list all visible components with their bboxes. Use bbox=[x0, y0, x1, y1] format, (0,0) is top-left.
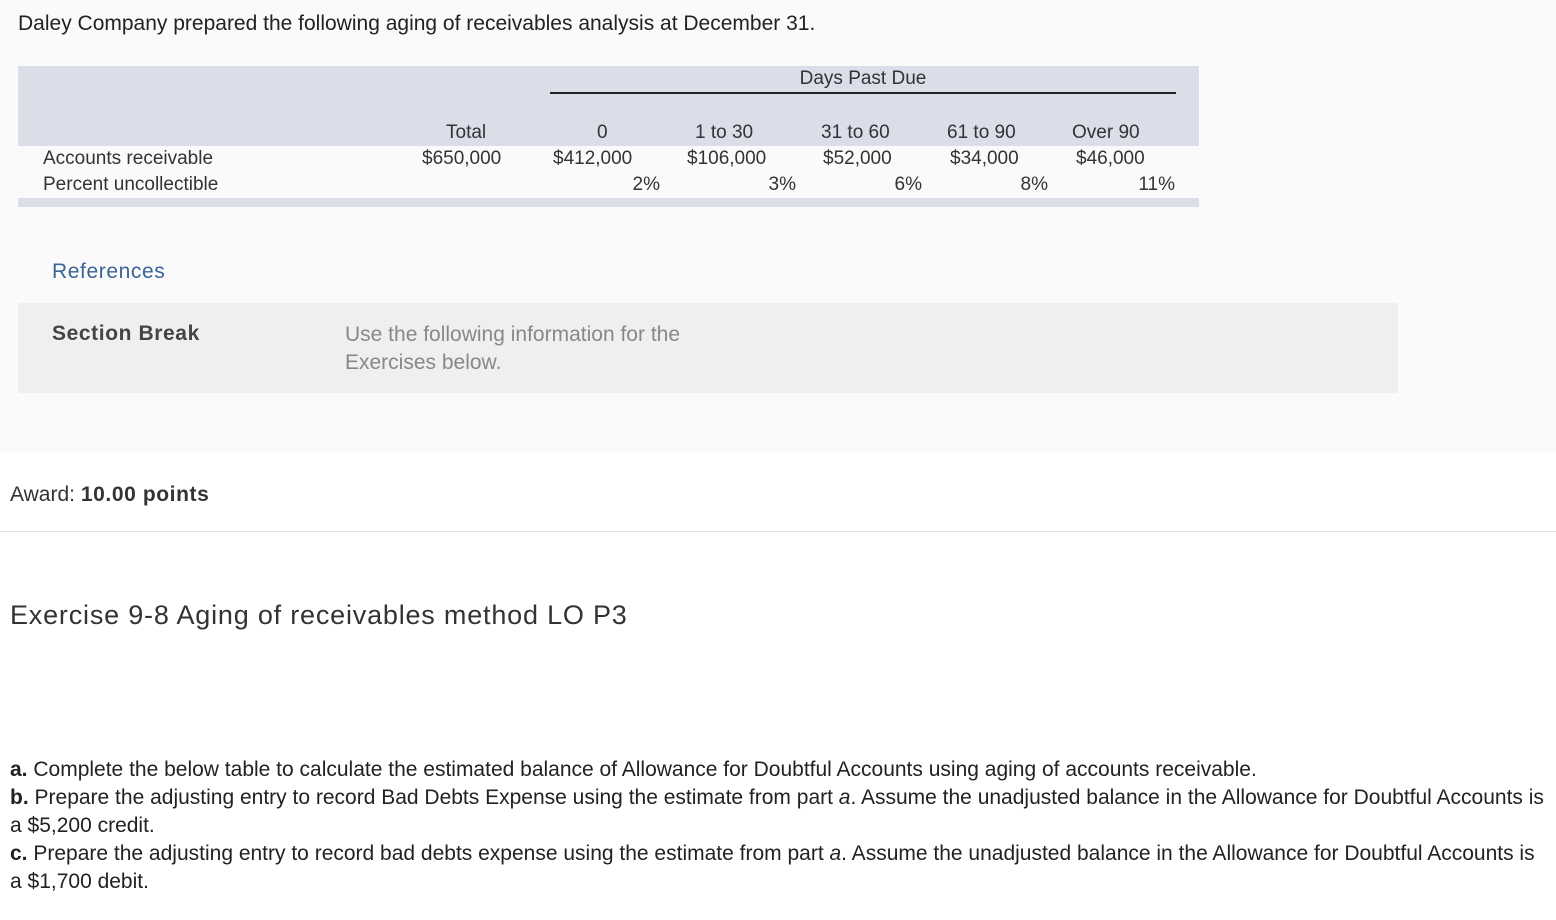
column-header-total: Total bbox=[446, 122, 487, 143]
column-header-61-to-90: 61 to 90 bbox=[947, 122, 1016, 143]
column-header-31-to-60: 31 to 60 bbox=[821, 122, 890, 143]
section-divider bbox=[0, 531, 1556, 532]
ar-over-90-value: $46,000 bbox=[1076, 148, 1145, 169]
aging-table-header-band bbox=[18, 66, 1199, 146]
column-header-0: 0 bbox=[597, 122, 608, 143]
section-break-title: Section Break bbox=[52, 322, 200, 345]
references-link[interactable]: References bbox=[52, 260, 166, 283]
instruction-b: b. Prepare the adjusting entry to record… bbox=[10, 784, 1550, 840]
ar-total-value: $650,000 bbox=[422, 148, 502, 169]
aging-table-footer-band bbox=[18, 198, 1199, 207]
instruction-b-text-after: . Assume the unadjusted balance in the A… bbox=[10, 786, 1544, 837]
ar-61-to-90-value: $34,000 bbox=[950, 148, 1019, 169]
pct-over-90-value: 11% bbox=[1138, 174, 1175, 195]
pct-31-to-60-value: 6% bbox=[894, 174, 922, 195]
award-value: 10.00 points bbox=[80, 483, 210, 506]
instruction-c-text-after: . Assume the unadjusted balance in the A… bbox=[10, 842, 1535, 893]
days-past-due-label: Days Past Due bbox=[799, 68, 927, 89]
pct-1-to-30-value: 3% bbox=[768, 174, 796, 195]
row-label-percent-uncollectible: Percent uncollectible bbox=[43, 174, 219, 195]
exercise-title: Exercise 9-8 Aging of receivables method… bbox=[10, 600, 628, 630]
ar-0-value: $412,000 bbox=[553, 148, 633, 169]
award-points: Award: 10.00 points bbox=[10, 483, 209, 507]
instruction-c-part-ref: a bbox=[829, 842, 842, 865]
days-past-due-underline bbox=[550, 92, 1176, 94]
column-header-over-90: Over 90 bbox=[1072, 122, 1140, 143]
instruction-b-text-before: Prepare the adjusting entry to record Ba… bbox=[34, 786, 839, 809]
pct-61-to-90-value: 8% bbox=[1020, 174, 1048, 195]
column-header-1-to-30: 1 to 30 bbox=[695, 122, 754, 143]
instruction-a: a. Complete the below table to calculate… bbox=[10, 756, 1550, 784]
instruction-c-text-before: Prepare the adjusting entry to record ba… bbox=[33, 842, 830, 865]
section-break-panel: Section Break Use the following informat… bbox=[18, 303, 1398, 393]
instruction-b-letter: b. bbox=[10, 786, 29, 809]
intro-text: Daley Company prepared the following agi… bbox=[18, 12, 816, 35]
instruction-c-letter: c. bbox=[10, 842, 28, 865]
exercise-instructions: a. Complete the below table to calculate… bbox=[10, 756, 1550, 896]
award-label: Award: bbox=[10, 483, 75, 506]
instruction-b-part-ref: a bbox=[838, 786, 851, 809]
aging-table: Days Past Due Total 0 1 to 30 31 to 60 6… bbox=[18, 66, 1199, 207]
instruction-a-text: Complete the below table to calculate th… bbox=[33, 758, 1257, 781]
pct-0-value: 2% bbox=[632, 174, 660, 195]
ar-1-to-30-value: $106,000 bbox=[687, 148, 767, 169]
ar-31-to-60-value: $52,000 bbox=[823, 148, 892, 169]
instruction-c: c. Prepare the adjusting entry to record… bbox=[10, 840, 1550, 896]
row-label-accounts-receivable: Accounts receivable bbox=[43, 148, 214, 169]
section-break-text: Use the following information for the Ex… bbox=[345, 323, 681, 374]
problem-context: Daley Company prepared the following agi… bbox=[0, 0, 1556, 452]
instruction-a-letter: a. bbox=[10, 758, 28, 781]
